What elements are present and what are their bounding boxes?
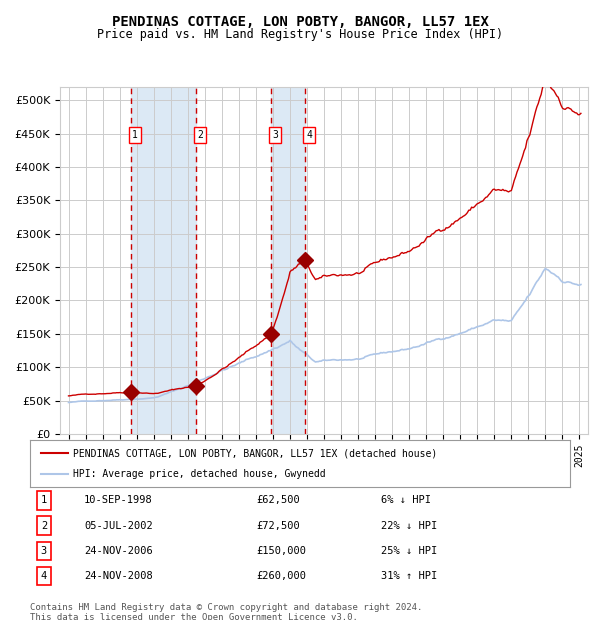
Text: 3: 3 <box>41 546 47 556</box>
Text: 4: 4 <box>41 571 47 581</box>
Text: £150,000: £150,000 <box>257 546 307 556</box>
Bar <box>271 87 305 434</box>
Text: 3: 3 <box>272 130 278 140</box>
Text: 25% ↓ HPI: 25% ↓ HPI <box>381 546 437 556</box>
Text: HPI: Average price, detached house, Gwynedd: HPI: Average price, detached house, Gwyn… <box>73 469 326 479</box>
Text: 6% ↓ HPI: 6% ↓ HPI <box>381 495 431 505</box>
Text: This data is licensed under the Open Government Licence v3.0.: This data is licensed under the Open Gov… <box>30 613 358 620</box>
Text: 05-JUL-2002: 05-JUL-2002 <box>84 521 153 531</box>
Bar <box>131 87 196 434</box>
Text: 22% ↓ HPI: 22% ↓ HPI <box>381 521 437 531</box>
Text: £260,000: £260,000 <box>257 571 307 581</box>
Text: 10-SEP-1998: 10-SEP-1998 <box>84 495 153 505</box>
Text: 2: 2 <box>41 521 47 531</box>
Text: PENDINAS COTTAGE, LON POBTY, BANGOR, LL57 1EX: PENDINAS COTTAGE, LON POBTY, BANGOR, LL5… <box>112 16 488 30</box>
Text: 2: 2 <box>197 130 203 140</box>
Text: £72,500: £72,500 <box>257 521 301 531</box>
Text: £62,500: £62,500 <box>257 495 301 505</box>
Text: 24-NOV-2006: 24-NOV-2006 <box>84 546 153 556</box>
Text: 1: 1 <box>41 495 47 505</box>
Text: Price paid vs. HM Land Registry's House Price Index (HPI): Price paid vs. HM Land Registry's House … <box>97 28 503 41</box>
Text: 24-NOV-2008: 24-NOV-2008 <box>84 571 153 581</box>
Text: PENDINAS COTTAGE, LON POBTY, BANGOR, LL57 1EX (detached house): PENDINAS COTTAGE, LON POBTY, BANGOR, LL5… <box>73 448 437 458</box>
Text: 1: 1 <box>132 130 138 140</box>
Text: 4: 4 <box>306 130 312 140</box>
Text: Contains HM Land Registry data © Crown copyright and database right 2024.: Contains HM Land Registry data © Crown c… <box>30 603 422 612</box>
Text: 31% ↑ HPI: 31% ↑ HPI <box>381 571 437 581</box>
